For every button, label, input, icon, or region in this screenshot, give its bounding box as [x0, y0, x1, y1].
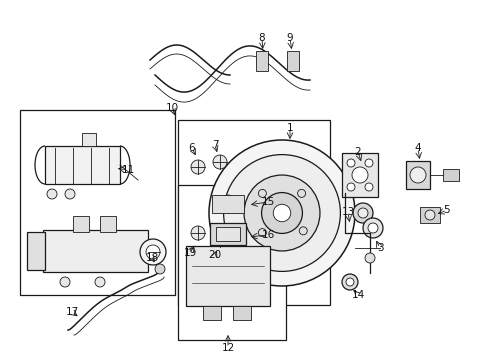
Text: 20: 20: [208, 250, 221, 260]
Bar: [287, 51, 299, 71]
Bar: [256, 51, 268, 71]
Circle shape: [352, 167, 368, 183]
Text: 6: 6: [189, 143, 196, 153]
Text: 19: 19: [183, 248, 196, 258]
Text: 8: 8: [259, 33, 265, 43]
Circle shape: [244, 175, 320, 251]
Circle shape: [273, 204, 291, 222]
Bar: [212, 195, 244, 213]
Text: 17: 17: [65, 307, 78, 317]
Bar: [82, 133, 96, 146]
Text: 3: 3: [377, 243, 383, 253]
Bar: [45, 146, 120, 184]
Bar: [342, 153, 378, 197]
Bar: [43, 230, 148, 272]
Circle shape: [146, 245, 160, 259]
Circle shape: [297, 189, 306, 197]
Bar: [27, 232, 45, 270]
Circle shape: [347, 183, 355, 191]
Text: 15: 15: [261, 197, 274, 207]
Circle shape: [65, 189, 75, 199]
Circle shape: [365, 159, 373, 167]
Bar: [406, 161, 430, 189]
Circle shape: [346, 278, 354, 286]
Text: 14: 14: [351, 290, 365, 300]
Bar: [20, 110, 175, 295]
Bar: [186, 246, 270, 306]
Circle shape: [213, 233, 227, 247]
Text: 7: 7: [212, 140, 219, 150]
Text: 18: 18: [146, 253, 159, 263]
Circle shape: [47, 189, 57, 199]
Circle shape: [299, 227, 307, 235]
Circle shape: [213, 155, 227, 169]
Bar: [203, 306, 221, 320]
Text: 1: 1: [287, 123, 294, 133]
Text: 4: 4: [415, 143, 421, 153]
Bar: [178, 120, 330, 305]
Bar: [420, 207, 440, 223]
Text: 13: 13: [342, 207, 355, 217]
Circle shape: [368, 223, 378, 233]
Circle shape: [60, 277, 70, 287]
Circle shape: [95, 277, 105, 287]
Bar: [100, 216, 116, 232]
Bar: [178, 185, 286, 340]
Circle shape: [363, 218, 383, 238]
Circle shape: [258, 229, 267, 237]
Bar: [443, 169, 459, 181]
Bar: [73, 216, 89, 232]
Text: 9: 9: [287, 33, 294, 43]
Circle shape: [410, 167, 426, 183]
Text: 11: 11: [122, 165, 135, 175]
Circle shape: [191, 160, 205, 174]
Text: 16: 16: [261, 230, 274, 240]
Circle shape: [140, 239, 166, 265]
Circle shape: [262, 193, 302, 233]
Circle shape: [223, 154, 341, 271]
Circle shape: [191, 226, 205, 240]
Text: 10: 10: [166, 103, 178, 113]
Circle shape: [221, 195, 235, 209]
Circle shape: [365, 253, 375, 263]
Circle shape: [347, 159, 355, 167]
Circle shape: [258, 189, 267, 197]
Circle shape: [155, 264, 165, 274]
Circle shape: [365, 183, 373, 191]
Circle shape: [358, 208, 368, 218]
Circle shape: [209, 140, 355, 286]
Bar: [233, 306, 251, 320]
Text: 12: 12: [221, 343, 235, 353]
Bar: [216, 227, 240, 241]
Text: 5: 5: [443, 205, 450, 215]
Circle shape: [425, 210, 435, 220]
Circle shape: [353, 203, 373, 223]
Text: 2: 2: [355, 147, 361, 157]
Circle shape: [342, 274, 358, 290]
Bar: [210, 223, 246, 245]
